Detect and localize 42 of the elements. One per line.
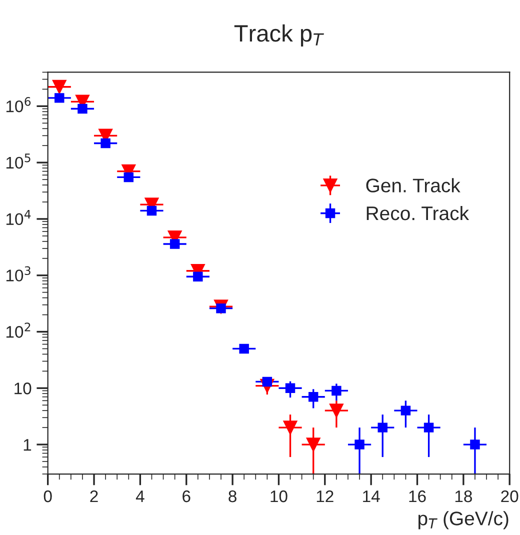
x-tick-label: 2 (90, 490, 98, 502)
y-tick-label: 10$^{5}$ (6, 154, 30, 169)
point (100, 138, 110, 148)
point (378, 422, 388, 432)
point (193, 272, 203, 282)
point (239, 344, 249, 354)
point (308, 392, 318, 402)
point (146, 206, 157, 216)
x-tick-label: 14 (363, 490, 380, 502)
y-tick-label: 10$^{6}$ (6, 97, 31, 112)
x-tick-label: 4 (136, 490, 144, 502)
point (306, 438, 320, 452)
point (400, 406, 411, 416)
point (354, 440, 364, 450)
point (470, 440, 480, 450)
point (78, 104, 88, 114)
legend-label: Gen. Track (366, 178, 460, 192)
x-tick-label: 16 (409, 490, 426, 502)
x-tick-label: 10 (270, 490, 288, 502)
point (329, 404, 344, 418)
x-tick-label: 18 (455, 490, 472, 502)
point (285, 383, 296, 393)
x-tick-label: 20 (501, 490, 518, 502)
point (332, 386, 342, 396)
point (52, 80, 66, 94)
point (424, 422, 434, 432)
point (170, 239, 180, 249)
legend-label: Reco. Track (366, 206, 470, 220)
x-tick-label: 8 (228, 490, 236, 502)
y-tick-label: 10$^{2}$ (6, 322, 30, 338)
y-tick-label: 10$^{4}$ (6, 210, 31, 226)
y-tick-label: 10$^{3}$ (6, 266, 30, 282)
point (54, 93, 64, 103)
x-tick-label: 6 (182, 490, 190, 502)
x-axis-title: p$_{T}$ (GeV/c) (418, 511, 508, 530)
point (124, 172, 134, 182)
chart-title: Track p$_{T}$ (234, 24, 324, 46)
x-tick-label: 0 (44, 490, 52, 502)
point (283, 420, 298, 434)
y-tick-label: 10 (14, 382, 32, 394)
y-tick-label: 1 (24, 439, 32, 451)
x-tick-label: 12 (316, 490, 334, 502)
